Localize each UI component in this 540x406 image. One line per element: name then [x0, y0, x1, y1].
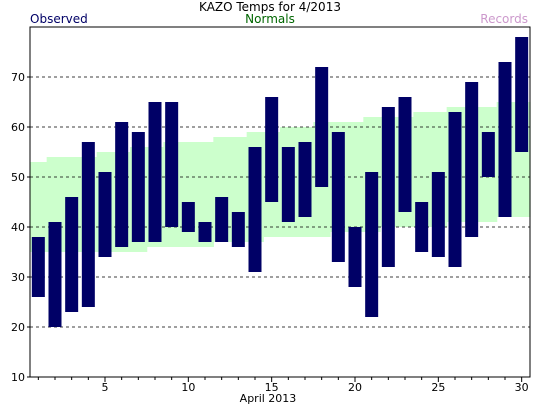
gridlines: [30, 76, 530, 328]
observed-bar: [498, 62, 512, 217]
observed-bar: [348, 227, 362, 287]
x-tick-label: 5: [102, 381, 109, 394]
observed-bar: [148, 102, 162, 242]
observed-bar: [198, 222, 212, 242]
observed-bar: [131, 132, 145, 242]
observed-bar: [165, 102, 179, 227]
y-tick-label: 20: [11, 321, 25, 334]
observed-bar: [515, 37, 529, 152]
observed-bar: [298, 142, 312, 217]
y-tick-label: 10: [11, 371, 25, 384]
legend-records: Records: [480, 12, 528, 26]
axes: 10 20 30 40 50 60 70 5 10 15 20 25 30: [11, 71, 529, 394]
observed-bar: [398, 97, 412, 212]
observed-bar: [381, 107, 395, 267]
normals-band-day: [30, 162, 48, 252]
observed-bar: [431, 172, 445, 257]
observed-bar: [481, 132, 495, 177]
y-tick-label: 70: [11, 71, 25, 84]
observed-bar: [48, 222, 62, 327]
observed-bar: [331, 132, 345, 262]
x-tick-label: 25: [431, 381, 445, 394]
observed-bar: [248, 147, 262, 272]
observed-bar: [65, 197, 79, 312]
x-tick-label: 15: [265, 381, 279, 394]
observed-bar: [415, 202, 429, 252]
observed-bar: [81, 142, 95, 307]
observed-bar: [315, 67, 329, 187]
observed-bar: [231, 212, 245, 247]
x-axis-label: April 2013: [240, 392, 297, 405]
observed-bar: [265, 97, 279, 202]
observed-bar: [215, 197, 229, 242]
legend-normals: Normals: [245, 12, 295, 26]
normals-band-day: [196, 142, 214, 247]
plot-frame: [29, 26, 531, 378]
y-tick-label: 30: [11, 271, 25, 284]
legend-observed: Observed: [30, 12, 88, 26]
y-tick-label: 40: [11, 221, 25, 234]
observed-bars: [31, 37, 529, 327]
observed-bar: [181, 202, 195, 232]
observed-bar: [448, 112, 462, 267]
x-tick-label: 20: [348, 381, 362, 394]
chart-title: KAZO Temps for 4/2013: [199, 0, 341, 14]
observed-bar: [465, 82, 479, 237]
observed-bar: [98, 172, 112, 257]
observed-bar: [281, 147, 295, 222]
x-tick-label: 10: [181, 381, 195, 394]
y-tick-label: 60: [11, 121, 25, 134]
observed-bar: [365, 172, 379, 317]
x-tick-label: 30: [515, 381, 529, 394]
observed-bar: [31, 237, 45, 297]
observed-bar: [115, 122, 129, 247]
normals-band-day: [413, 112, 431, 227]
y-tick-label: 50: [11, 171, 25, 184]
